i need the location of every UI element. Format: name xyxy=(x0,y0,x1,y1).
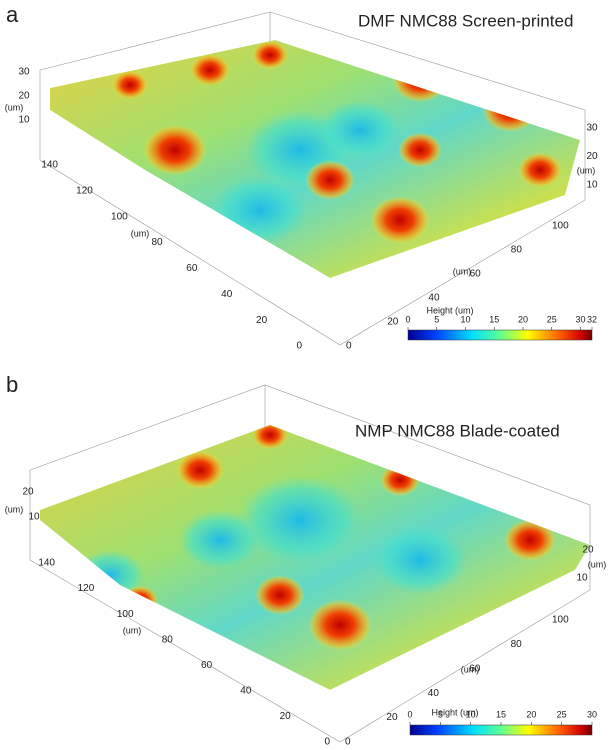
colorbar-tick-label: 32 xyxy=(587,314,597,324)
axis-tick-label: 80 xyxy=(151,237,163,248)
axis-tick-label: 20 xyxy=(387,317,399,328)
surface-peak xyxy=(482,87,538,133)
axis-tick-label: 10 xyxy=(586,180,598,191)
colorbar-tick-label: 15 xyxy=(489,314,499,324)
colorbar-tick-label: 10 xyxy=(466,709,476,719)
axis-tick-label: 40 xyxy=(428,688,440,699)
axis-tick-label: 20 xyxy=(256,315,268,326)
colorbar-tick-label: 30 xyxy=(587,709,597,719)
axis-tick-label: 10 xyxy=(18,115,30,126)
axis-tick-label: 20 xyxy=(18,91,30,102)
axis-tick-label: 80 xyxy=(511,639,523,650)
surface-peak xyxy=(308,599,372,651)
surface-peak xyxy=(143,124,207,176)
surface-peak xyxy=(112,70,148,100)
colorbar-tick-label: 15 xyxy=(496,709,506,719)
axis-tick-label: 30 xyxy=(18,67,30,78)
axis-tick-label: 0 xyxy=(296,341,302,352)
axes-box xyxy=(39,11,586,346)
axis-unit: (um) xyxy=(5,504,24,514)
panel-title: DMF NMC88 Screen-printed xyxy=(358,11,573,30)
axis-unit: (um) xyxy=(577,165,596,175)
axis-tick-label: 40 xyxy=(428,293,440,304)
axis-tick-label: 140 xyxy=(41,160,58,171)
surface xyxy=(50,40,580,278)
axis-tick-label: 0 xyxy=(324,737,330,745)
axis-tick-label: 0 xyxy=(345,737,351,745)
panel-label: b xyxy=(6,372,18,397)
colorbar-title: Height (um) xyxy=(431,707,478,717)
colorbar-tick-label: 20 xyxy=(518,314,528,324)
surface-valley xyxy=(237,475,363,565)
surface-valley xyxy=(178,510,262,570)
surface-peak xyxy=(518,152,562,188)
surface-valley xyxy=(371,525,469,595)
axis-tick-label: 100 xyxy=(552,221,569,232)
axis-unit: (um) xyxy=(131,228,150,238)
surface-peak xyxy=(370,196,430,244)
surface-valley xyxy=(211,175,309,245)
axis-unit: (um) xyxy=(588,559,607,569)
panel: a DMF NMC88 Screen-printed 30 20 10 (um) 30 20 1… xyxy=(5,2,598,352)
panel-title: NMP NMC88 Blade-coated xyxy=(355,421,560,440)
axis-unit: (um) xyxy=(123,625,142,635)
axis-tick-label: 140 xyxy=(38,558,55,569)
panel-label: a xyxy=(6,2,19,27)
colorbar-title: Height (um) xyxy=(426,305,473,315)
axis-tick-label: 10 xyxy=(576,573,588,584)
surface-peak xyxy=(190,54,230,86)
surface-peak xyxy=(392,57,448,103)
surface-peak xyxy=(305,160,355,200)
axis-tick-label: 120 xyxy=(78,583,95,594)
axis-unit: (um) xyxy=(461,664,480,674)
axis-tick-label: 40 xyxy=(221,289,233,300)
surface xyxy=(40,425,590,690)
colorbar-tick-label: 25 xyxy=(557,709,567,719)
axis-tick-label: 100 xyxy=(111,211,128,222)
colorbar-tick-label: 0 xyxy=(407,709,412,719)
axis-tick-label: 100 xyxy=(552,615,569,626)
axis-tick-label: 80 xyxy=(511,245,523,256)
axis-tick-label: 20 xyxy=(586,151,598,162)
surface-peak xyxy=(380,464,420,496)
axis-tick-label: 40 xyxy=(240,685,252,696)
surface-peak xyxy=(176,450,224,490)
axis-tick-label: 80 xyxy=(162,634,174,645)
colorbar-tick-label: 5 xyxy=(434,314,439,324)
surface-peak xyxy=(504,519,556,561)
colorbar-tick-label: 5 xyxy=(438,709,443,719)
colorbar-tick-label: 10 xyxy=(460,314,470,324)
axis-tick-label: 30 xyxy=(586,123,598,134)
colorbar-tick-label: 25 xyxy=(547,314,557,324)
surface-peak xyxy=(252,40,288,70)
surface-valley xyxy=(318,100,402,160)
axis-tick-label: 20 xyxy=(386,712,398,723)
axis-tick-label: 60 xyxy=(186,263,198,274)
axis-tick-label: 0 xyxy=(346,341,352,352)
axis-tick-label: 60 xyxy=(469,663,481,674)
axis-unit: (um) xyxy=(453,266,472,276)
axis-tick-label: 60 xyxy=(201,660,213,671)
axis-tick-label: 10 xyxy=(28,512,40,523)
surface-peak xyxy=(398,132,442,168)
axis-tick-label: 20 xyxy=(280,711,292,722)
axis-tick-label: 20 xyxy=(22,487,34,498)
surface-peak xyxy=(252,425,288,450)
colorbar-tick-label: 20 xyxy=(526,709,536,719)
axis-unit: (um) xyxy=(5,102,24,112)
axes-box xyxy=(29,384,591,743)
axis-tick-label: 20 xyxy=(582,545,594,556)
colorbar-tick-label: 30 xyxy=(575,314,585,324)
colorbar-tick-label: 0 xyxy=(405,314,410,324)
colorbar xyxy=(407,329,593,341)
colorbar xyxy=(409,724,593,736)
axis-tick-label: 60 xyxy=(470,269,482,280)
axis-tick-label: 100 xyxy=(117,609,134,620)
surface-peak xyxy=(255,575,305,615)
axis-tick-label: 120 xyxy=(76,185,93,196)
